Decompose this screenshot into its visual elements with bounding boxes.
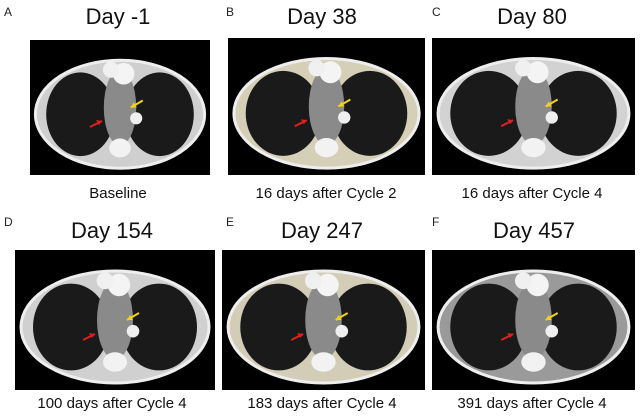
descending-aorta — [545, 111, 558, 124]
spine — [314, 138, 339, 158]
panel-caption: 16 days after Cycle 2 — [256, 185, 397, 202]
right-lung — [539, 70, 617, 156]
panel-letter: A — [4, 5, 12, 19]
right-lung — [332, 70, 408, 156]
ct-image — [432, 250, 635, 390]
red-arrow-head — [297, 333, 304, 338]
panel-letter: E — [226, 215, 234, 229]
descending-aorta — [338, 111, 351, 124]
panel-title: Day 247 — [281, 218, 363, 243]
panel-title: Day 80 — [497, 4, 567, 29]
aorta — [526, 273, 549, 297]
red-arrow-head — [300, 119, 307, 125]
panel-title: Day 154 — [71, 218, 153, 243]
aorta — [107, 273, 131, 297]
panel-caption: 391 days after Cycle 4 — [457, 395, 606, 412]
vessel — [514, 272, 532, 290]
panel: C Day 80 16 days after Cycle 4 — [432, 4, 635, 202]
ct-image — [228, 38, 425, 175]
left-lung — [33, 283, 109, 371]
panel-letter: B — [226, 5, 234, 19]
descending-aorta — [130, 112, 143, 125]
yellow-arrow-head — [545, 101, 552, 107]
ct-image — [432, 38, 635, 175]
panel-title: Day 457 — [493, 218, 575, 243]
panel-letter: C — [432, 5, 441, 19]
red-arrow-head — [89, 333, 95, 338]
panel-caption: Baseline — [89, 185, 147, 202]
spine — [521, 352, 546, 372]
yellow-arrow-head — [130, 102, 137, 108]
red-arrow-head — [96, 120, 102, 125]
descending-aorta — [545, 324, 559, 338]
left-lung — [46, 72, 115, 157]
red-arrow-head — [507, 333, 514, 338]
panel-caption: 16 days after Cycle 4 — [462, 185, 603, 202]
panel: E Day 247 183 days after Cycle 4 — [222, 215, 425, 412]
vessel — [102, 61, 120, 78]
left-lung — [450, 283, 528, 371]
panel-letter: F — [432, 215, 439, 229]
panel-caption: 183 days after Cycle 4 — [247, 395, 396, 412]
right-lung — [121, 283, 197, 371]
panel: D Day 154 100 days after Cycle 4 — [4, 215, 215, 412]
spine — [521, 138, 546, 158]
spine — [109, 138, 131, 158]
vessel — [304, 272, 322, 290]
panel: B Day 38 16 days after Cycle 2 — [226, 4, 425, 202]
panel-caption: 100 days after Cycle 4 — [37, 395, 186, 412]
panel: F Day 457 391 days after Cycle 4 — [432, 215, 635, 412]
ct-image — [15, 250, 215, 390]
yellow-arrow-head — [335, 315, 342, 320]
descending-aorta — [335, 324, 349, 338]
mediastinum — [305, 280, 342, 360]
spine — [103, 352, 127, 372]
panel: A Day -1 Baseline — [4, 4, 210, 202]
left-lung — [245, 70, 321, 156]
vessel — [308, 59, 325, 77]
spine — [311, 352, 336, 372]
vessel — [96, 272, 114, 290]
yellow-arrow-head — [338, 101, 345, 107]
vessel — [515, 59, 532, 77]
right-lung — [539, 283, 617, 371]
mediastinum — [515, 280, 552, 360]
mediastinum — [308, 68, 345, 145]
panel-letter: D — [4, 215, 13, 229]
red-arrow-head — [507, 119, 514, 125]
left-lung — [240, 283, 318, 371]
left-lung — [450, 70, 528, 156]
mediastinum — [97, 280, 133, 360]
ct-image — [30, 40, 210, 175]
yellow-arrow-head — [127, 315, 133, 320]
mediastinum — [103, 69, 137, 146]
panel-title: Day 38 — [287, 4, 357, 29]
aorta — [319, 61, 342, 84]
yellow-arrow-head — [545, 315, 552, 320]
aorta — [316, 273, 339, 297]
descending-aorta — [126, 324, 140, 338]
right-lung — [329, 283, 407, 371]
right-lung — [125, 72, 194, 157]
mediastinum — [515, 68, 552, 145]
ct-image — [222, 250, 425, 390]
panel-title: Day -1 — [86, 4, 151, 29]
aorta — [526, 61, 549, 84]
